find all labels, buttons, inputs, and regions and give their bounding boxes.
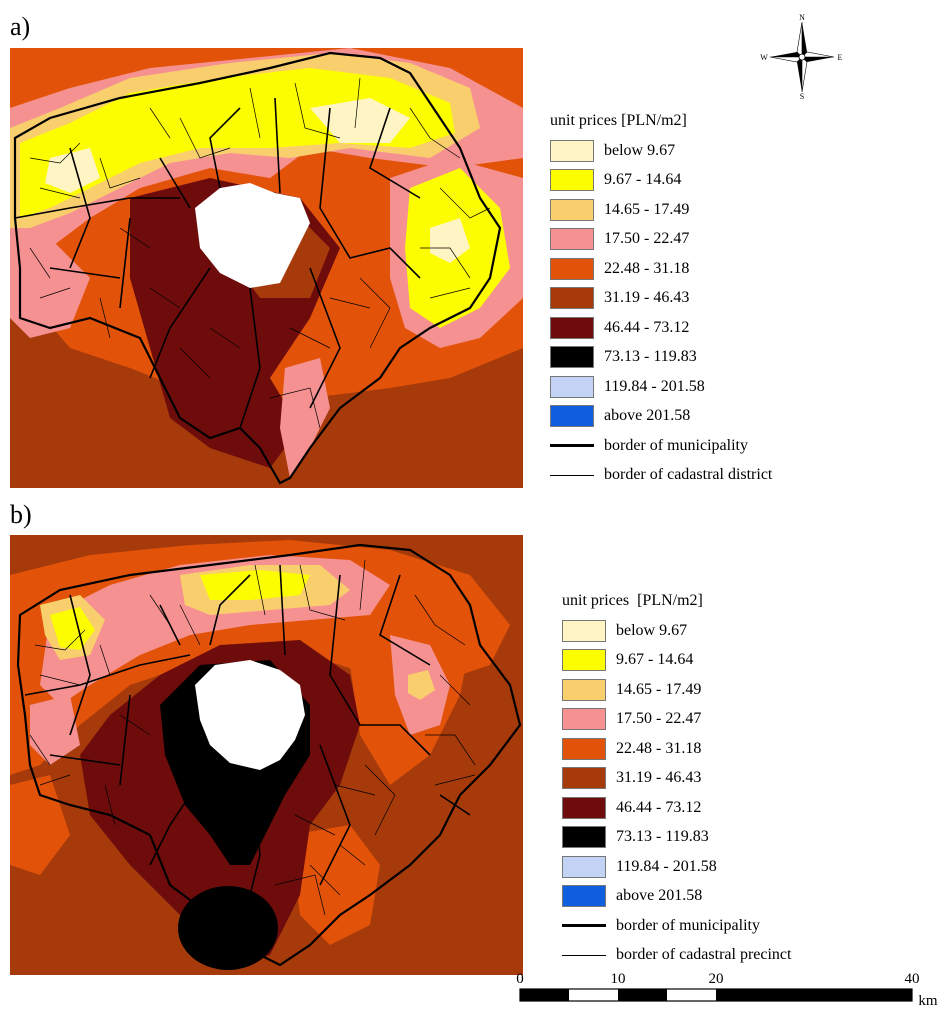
legend-item: 119.84 - 201.58	[562, 852, 862, 882]
legend-label: 31.19 - 46.43	[604, 289, 690, 307]
legend-title: unit prices [PLN/m2]	[550, 112, 687, 129]
legend-label: 9.67 - 14.64	[616, 651, 694, 669]
scale-bar: 0 10 20 40 km	[516, 971, 938, 1009]
legend-label: border of municipality	[604, 436, 748, 454]
map-panel-a	[10, 48, 523, 488]
legend-label: below 9.67	[604, 141, 676, 159]
thick-line-sample	[562, 924, 606, 928]
legend-label: border of municipality	[616, 916, 760, 934]
legend-item: above 201.58	[562, 882, 862, 912]
legend-swatch	[562, 826, 606, 849]
legend-label: 119.84 - 201.58	[616, 857, 717, 875]
legend-line-precinct: border of cadastral precinct	[562, 941, 862, 971]
legend-item: 31.19 - 46.43	[550, 284, 850, 314]
legend-label: 46.44 - 73.12	[616, 798, 702, 816]
compass-s: S	[800, 92, 804, 100]
legend-item: 73.13 - 119.83	[550, 343, 850, 373]
compass-n: N	[799, 13, 805, 22]
panel-a-label: a)	[10, 12, 31, 41]
legend-label: above 201.58	[604, 407, 691, 425]
legend-swatch	[550, 316, 594, 339]
legend-swatch	[550, 169, 594, 192]
legend-item: 14.65 - 17.49	[550, 195, 850, 225]
legend-item: 14.65 - 17.49	[562, 675, 862, 705]
legend-swatch	[562, 649, 606, 672]
legend-label: border of cadastral precinct	[616, 946, 792, 964]
legend-label: 73.13 - 119.83	[616, 828, 709, 846]
legend-item: 22.48 - 31.18	[562, 734, 862, 764]
legend-item: 9.67 - 14.64	[562, 646, 862, 676]
legend-swatch	[550, 257, 594, 280]
scale-tick-label: 0	[516, 971, 524, 987]
legend-item: above 201.58	[550, 402, 850, 432]
legend-swatch	[562, 767, 606, 790]
legend-swatch	[550, 198, 594, 221]
legend-line-municipality: border of municipality	[550, 431, 850, 461]
scale-tick-label: 20	[709, 971, 724, 987]
legend-item: 17.50 - 22.47	[550, 225, 850, 255]
panel-b-label: b)	[10, 500, 32, 529]
legend-item: below 9.67	[562, 616, 862, 646]
scale-bar-segments	[519, 988, 913, 1002]
legend-swatch	[562, 619, 606, 642]
legend-item: 46.44 - 73.12	[562, 793, 862, 823]
legend-swatch	[562, 885, 606, 908]
legend-label: 73.13 - 119.83	[604, 348, 697, 366]
legend-label: 31.19 - 46.43	[616, 769, 702, 787]
thin-line-sample	[562, 954, 606, 956]
legend-swatch	[550, 375, 594, 398]
legend-item: below 9.67	[550, 136, 850, 166]
legend-label: 17.50 - 22.47	[604, 230, 690, 248]
compass-w: W	[760, 53, 768, 62]
scale-unit: km	[918, 993, 938, 1009]
legend-label: 22.48 - 31.18	[616, 739, 702, 757]
thick-line-sample	[550, 444, 594, 448]
legend-swatch	[550, 139, 594, 162]
legend-item: 9.67 - 14.64	[550, 166, 850, 196]
legend-line-district: border of cadastral district	[550, 461, 850, 491]
compass-e: E	[838, 53, 843, 62]
legend-item: 73.13 - 119.83	[562, 823, 862, 853]
legend-item: 31.19 - 46.43	[562, 764, 862, 794]
legend-item: 119.84 - 201.58	[550, 372, 850, 402]
legend-swatch	[562, 737, 606, 760]
legend-label: 9.67 - 14.64	[604, 171, 682, 189]
legend-item: 22.48 - 31.18	[550, 254, 850, 284]
legend-swatch	[562, 796, 606, 819]
compass-star-icon	[769, 21, 835, 93]
legend-swatch	[550, 228, 594, 251]
legend-swatch	[562, 708, 606, 731]
legend-label: 14.65 - 17.49	[616, 680, 702, 698]
legend-label: 17.50 - 22.47	[616, 710, 702, 728]
legend-label: 14.65 - 17.49	[604, 200, 690, 218]
compass-rose: N S E W	[760, 13, 843, 100]
thin-line-sample	[550, 474, 594, 476]
legend-label: 119.84 - 201.58	[604, 377, 705, 395]
map-panel-b	[10, 535, 523, 975]
legend-swatch	[550, 287, 594, 310]
legend-label: 22.48 - 31.18	[604, 259, 690, 277]
legend-item: 17.50 - 22.47	[562, 705, 862, 735]
legend-swatch	[550, 405, 594, 428]
legend-item: 46.44 - 73.12	[550, 313, 850, 343]
legend-swatch	[550, 346, 594, 369]
scale-tick-label: 10	[611, 971, 626, 987]
legend-label: below 9.67	[616, 621, 688, 639]
legend-panel-b: unit prices [PLN/m2] below 9.67 9.67 - 1…	[562, 592, 862, 970]
legend-swatch	[562, 678, 606, 701]
legend-panel-a: unit prices [PLN/m2] below 9.67 9.67 - 1…	[550, 112, 850, 490]
legend-label: above 201.58	[616, 887, 703, 905]
scale-tick-label: 40	[905, 971, 920, 987]
legend-label: border of cadastral district	[604, 466, 773, 484]
legend-label: 46.44 - 73.12	[604, 318, 690, 336]
legend-line-municipality: border of municipality	[562, 911, 862, 941]
legend-title: unit prices [PLN/m2]	[562, 592, 703, 609]
legend-swatch	[562, 855, 606, 878]
